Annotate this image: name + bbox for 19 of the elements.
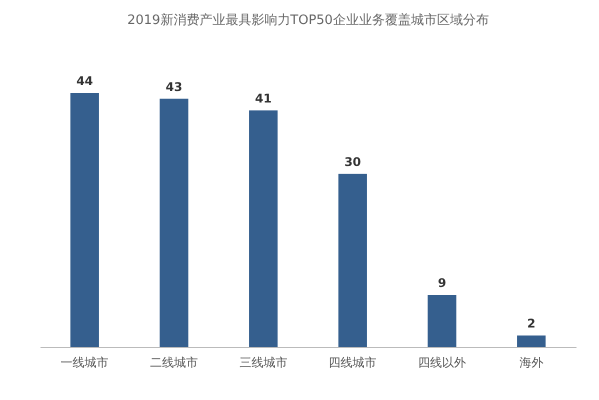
x-tick-label: 四线以外 <box>418 356 466 370</box>
bar <box>160 98 188 347</box>
bar <box>249 110 278 347</box>
data-label: 41 <box>254 91 272 106</box>
data-label: 43 <box>166 80 182 94</box>
x-tick-label: 二线城市 <box>150 356 198 370</box>
bar <box>338 174 367 347</box>
data-label: 44 <box>76 74 94 88</box>
x-tick-label: 四线城市 <box>328 356 377 370</box>
bar <box>70 93 99 347</box>
data-label: 30 <box>344 154 362 169</box>
bar <box>428 295 456 347</box>
x-tick-label: 三线城市 <box>239 356 288 370</box>
x-tick-label: 海外 <box>519 356 544 370</box>
data-label: 9 <box>438 276 446 290</box>
data-label: 2 <box>527 316 536 330</box>
chart-title: 2019新消费产业最具影响力TOP50企业业务覆盖城市区域分布 <box>127 12 489 28</box>
bar <box>517 335 546 347</box>
x-tick-label: 一线城市 <box>60 356 109 370</box>
